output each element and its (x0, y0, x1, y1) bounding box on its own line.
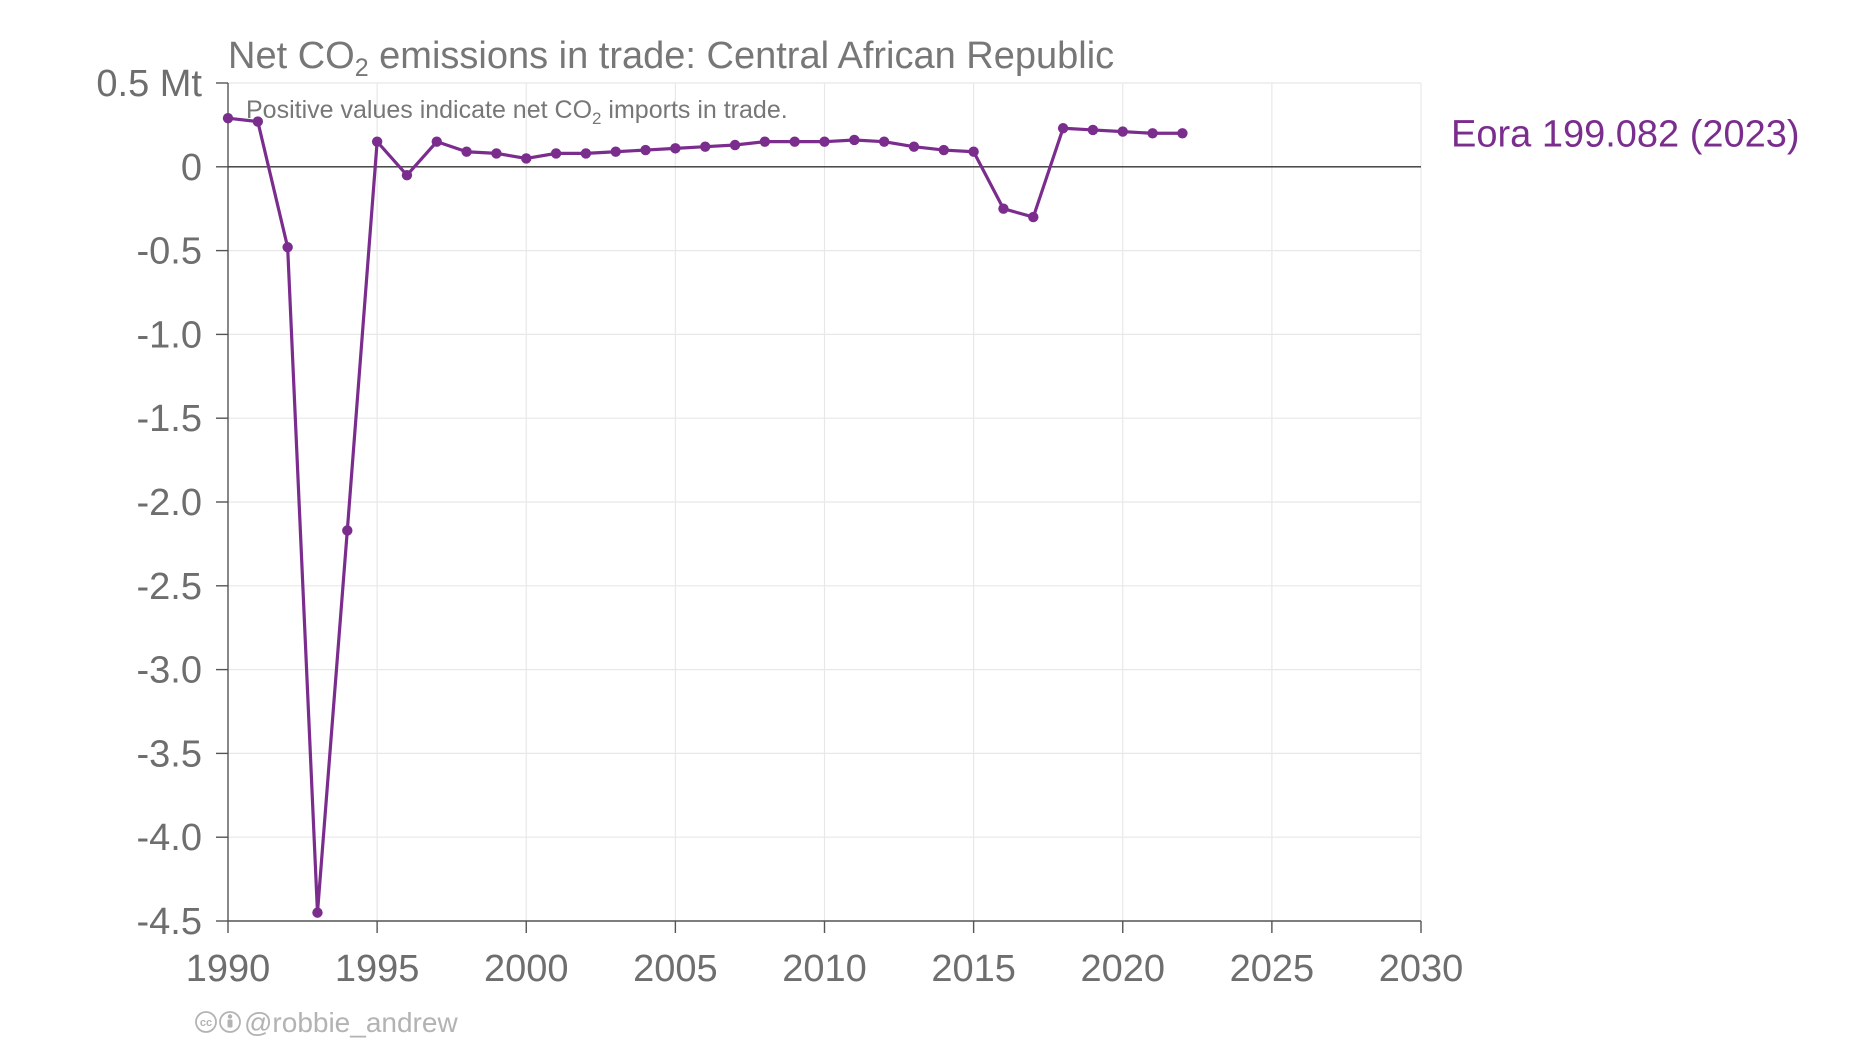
data-point (610, 146, 621, 157)
chart-title: Net CO2 emissions in trade: Central Afri… (228, 35, 1114, 82)
data-point (938, 144, 949, 156)
y-tick-label: -4.5 (137, 901, 202, 943)
data-point (729, 139, 741, 151)
x-tick-label: 2005 (633, 948, 718, 990)
chart-subtitle-prefix: Positive values indicate net CO (246, 96, 592, 124)
grid (228, 82, 1422, 922)
data-point (700, 141, 711, 152)
y-tick-label: 0.5 Mt (96, 63, 202, 105)
data-point (1028, 211, 1039, 223)
credit: cc @robbie_andrew (195, 1007, 458, 1038)
data-point (550, 148, 562, 159)
x-tick-label: 1995 (335, 948, 420, 990)
x-tick-label: 2025 (1230, 948, 1315, 990)
chart-subtitle-subscript: 2 (592, 109, 601, 128)
y-tick-label: -2.0 (137, 482, 202, 524)
data-point (1117, 126, 1128, 137)
data-point (759, 136, 771, 147)
data-point (401, 169, 413, 181)
data-point (670, 143, 681, 154)
chart-title-suffix: emissions in trade: Central African Repu… (369, 35, 1115, 77)
data-point (1087, 124, 1099, 136)
data-point (431, 136, 442, 147)
data-point (819, 136, 830, 147)
x-tick-label: 2020 (1080, 948, 1165, 990)
chart-title-prefix: Net CO (228, 35, 355, 77)
x-tick-label: 2015 (931, 948, 1016, 990)
chart-subtitle-suffix: imports in trade. (601, 96, 787, 124)
y-tick-label: -1.5 (137, 398, 202, 440)
data-point (998, 203, 1009, 214)
data-point (491, 148, 502, 159)
credit-handle: @robbie_andrew (244, 1007, 458, 1038)
data-point (878, 136, 890, 147)
x-axis-ticks: 1990 1995 2000 2005 2010 2015 2020 2025 2030 (186, 921, 1464, 990)
data-point (1057, 123, 1069, 134)
x-tick-label: 2030 (1379, 948, 1464, 990)
x-tick-label: 2000 (484, 948, 569, 990)
data-point (1147, 128, 1158, 139)
y-tick-label: -2.5 (137, 566, 202, 608)
y-tick-label: -1.0 (137, 314, 202, 356)
y-tick-label: -3.5 (137, 733, 202, 775)
svg-text:cc: cc (200, 1017, 212, 1029)
data-point (461, 146, 472, 157)
data-point (282, 242, 293, 253)
chart-subtitle: Positive values indicate net CO2 imports… (246, 96, 788, 128)
data-point (908, 141, 920, 152)
y-tick-label: -0.5 (137, 231, 202, 273)
data-point (1177, 128, 1188, 139)
data-point (312, 907, 323, 918)
chart-title-subscript: 2 (355, 54, 369, 82)
y-tick-label: 0 (181, 147, 202, 189)
attribution-icon (219, 1011, 241, 1033)
y-tick-label: -3.0 (137, 650, 202, 692)
data-point (640, 144, 651, 156)
data-point (968, 146, 979, 157)
data-point (342, 525, 353, 536)
data-point (789, 136, 800, 147)
data-point (521, 153, 532, 164)
x-tick-label: 2010 (782, 948, 867, 990)
y-axis-ticks: 0.5 Mt 0 -0.5 -1.0 -1.5 -2.0 -2.5 -3.0 -3.5 -4.0 -… (96, 63, 228, 943)
cc-license-icon: cc (195, 1011, 217, 1033)
series-end-label: Eora 199.082 (2023) (1451, 113, 1800, 155)
data-point (580, 148, 592, 159)
data-point (849, 134, 860, 146)
series-line (227, 116, 1183, 915)
data-point (222, 112, 234, 124)
y-tick-label: -4.0 (137, 817, 202, 859)
x-tick-label: 1990 (186, 948, 271, 990)
data-point (252, 116, 264, 127)
data-point (371, 136, 383, 147)
series: Eora 199.082 (2023) (222, 112, 1800, 918)
